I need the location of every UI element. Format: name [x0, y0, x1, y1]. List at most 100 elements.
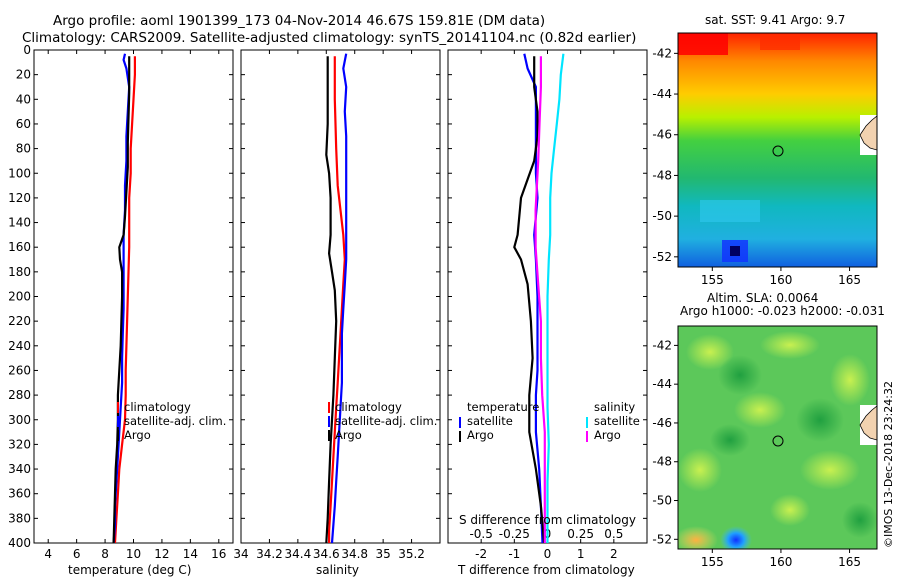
y-tick-label: 140 [8, 216, 31, 230]
map-y-tick-label: -48 [652, 168, 672, 182]
sla-blob-high [830, 354, 870, 406]
sst-cool-patch [700, 200, 760, 222]
series-line-satellite-adj-clim- [330, 53, 348, 544]
map-y-tick-label: -44 [652, 377, 672, 391]
sla-blob-high [800, 450, 860, 490]
x-tick-label-top: -0.5 [469, 527, 492, 541]
map-y-tick-label: -50 [652, 494, 672, 508]
y-tick-label: 200 [8, 290, 31, 304]
sst-field [678, 33, 877, 267]
y-tick-label: 240 [8, 339, 31, 353]
y-tick-label: 120 [8, 191, 31, 205]
x-tick-label: 14 [183, 547, 198, 561]
sst-map-title: sat. SST: 9.41 Argo: 9.7 [705, 13, 845, 27]
sla-blob-low [718, 355, 762, 395]
salinity-xlabel: salinity [316, 563, 359, 577]
salinity-legend: climatology satellite-adj. clim. Argo [328, 400, 437, 442]
difference-legend-temperature: temperature satellite Argo [459, 400, 539, 442]
y-tick-label: 60 [16, 117, 31, 131]
map-x-tick-label: 160 [769, 273, 792, 287]
sla-blob-high [678, 448, 722, 492]
sla-map-frame [677, 325, 878, 550]
chart-layer: 0204060801001201401601802002202402602803… [8, 43, 861, 569]
difference-xlabel-top: S difference from climatology [459, 513, 636, 527]
y-tick-label: 20 [16, 68, 31, 82]
sst-warm-patch [760, 36, 800, 50]
salinity-panel-frame [240, 49, 441, 544]
figure-title-line1: Argo profile: aoml 1901399_173 04-Nov-20… [53, 13, 545, 29]
map-y-tick-label: -46 [652, 128, 672, 142]
sla-blob-low [842, 502, 877, 538]
x-tick-label: 12 [154, 547, 169, 561]
temperature-legend: climatology satellite-adj. clim. Argo [117, 400, 226, 442]
sla-argo-marker [772, 435, 784, 447]
y-tick-label: 360 [8, 487, 31, 501]
y-tick-label: 220 [8, 314, 31, 328]
x-tick-label: 2 [610, 547, 618, 561]
y-tick-label: 380 [8, 511, 31, 525]
map-y-tick-label: -52 [652, 250, 672, 264]
x-tick-label-top: -0.25 [499, 527, 530, 541]
legend-label-argo: Argo [124, 428, 151, 442]
x-tick-label: 34.8 [341, 547, 368, 561]
series-line-s-satellite [546, 53, 565, 543]
map-y-tick-label: -48 [652, 455, 672, 469]
y-tick-label: 80 [16, 142, 31, 156]
y-tick-label: 320 [8, 437, 31, 451]
sla-map-title: Altim. SLA: 0.0064 [707, 291, 818, 305]
land-coastline-icon [859, 115, 877, 151]
x-tick-label: 16 [211, 547, 226, 561]
x-tick-label: 8 [101, 547, 109, 561]
legend-label-climatology: climatology [124, 400, 191, 414]
sla-blob-high [686, 334, 734, 370]
difference-legend-salinity: salinity satellite Argo [586, 400, 640, 442]
x-tick-label: 35 [376, 547, 391, 561]
legend-title-temperature: temperature [467, 400, 539, 414]
x-tick-label: 0 [544, 547, 552, 561]
legend-label-satellite: satellite-adj. clim. [335, 414, 437, 428]
y-tick-label: 280 [8, 388, 31, 402]
x-tick-label: -2 [475, 547, 487, 561]
sst-warm-patch [678, 33, 728, 55]
series-line-argo [325, 56, 338, 544]
series-line-argo [112, 56, 131, 544]
map-y-tick-label: -50 [652, 209, 672, 223]
y-tick-label: 40 [16, 92, 31, 106]
y-tick-label: 180 [8, 265, 31, 279]
map-y-tick-label: -46 [652, 416, 672, 430]
y-tick-label: 260 [8, 363, 31, 377]
x-tick-label: -1 [508, 547, 520, 561]
x-tick-label-top: 0.25 [567, 527, 594, 541]
y-tick-label: 160 [8, 240, 31, 254]
series-line-climatology [328, 56, 346, 543]
y-tick-label: 0 [23, 43, 31, 57]
imos-credit: ©IMOS 13-Dec-2018 23:24:32 [882, 381, 895, 548]
series-line-climatology [113, 56, 136, 544]
legend-label-satellite: satellite-adj. clim. [124, 414, 226, 428]
sla-map-subtitle: Argo h1000: -0.023 h2000: -0.031 [680, 304, 885, 318]
map-y-tick-label: -42 [652, 46, 672, 60]
legend-label-s-argo: Argo [594, 428, 621, 442]
x-tick-label: 34 [233, 547, 248, 561]
x-tick-label: 10 [126, 547, 141, 561]
y-tick-label: 100 [8, 166, 31, 180]
sla-blob-high [770, 494, 810, 526]
map-y-tick-label: -44 [652, 87, 672, 101]
land-coastline-icon [859, 405, 877, 441]
x-tick-label: 35.2 [398, 547, 425, 561]
sla-blob-low [796, 398, 844, 442]
temperature-xlabel: temperature (deg C) [68, 563, 191, 577]
sst-cold-spot [730, 246, 740, 256]
y-tick-label: 340 [8, 462, 31, 476]
x-tick-label: 4 [44, 547, 52, 561]
x-tick-label: 34.2 [256, 547, 283, 561]
legend-label-s-satellite: satellite [594, 414, 640, 428]
map-x-tick-label: 160 [769, 555, 792, 569]
x-tick-label: 6 [73, 547, 81, 561]
sla-blob-high [734, 392, 786, 428]
sla-blob-orange [678, 526, 718, 549]
legend-label-t-argo: Argo [467, 428, 494, 442]
sst-map [678, 33, 877, 267]
x-tick-label: 34.4 [284, 547, 311, 561]
legend-label-argo: Argo [335, 428, 362, 442]
